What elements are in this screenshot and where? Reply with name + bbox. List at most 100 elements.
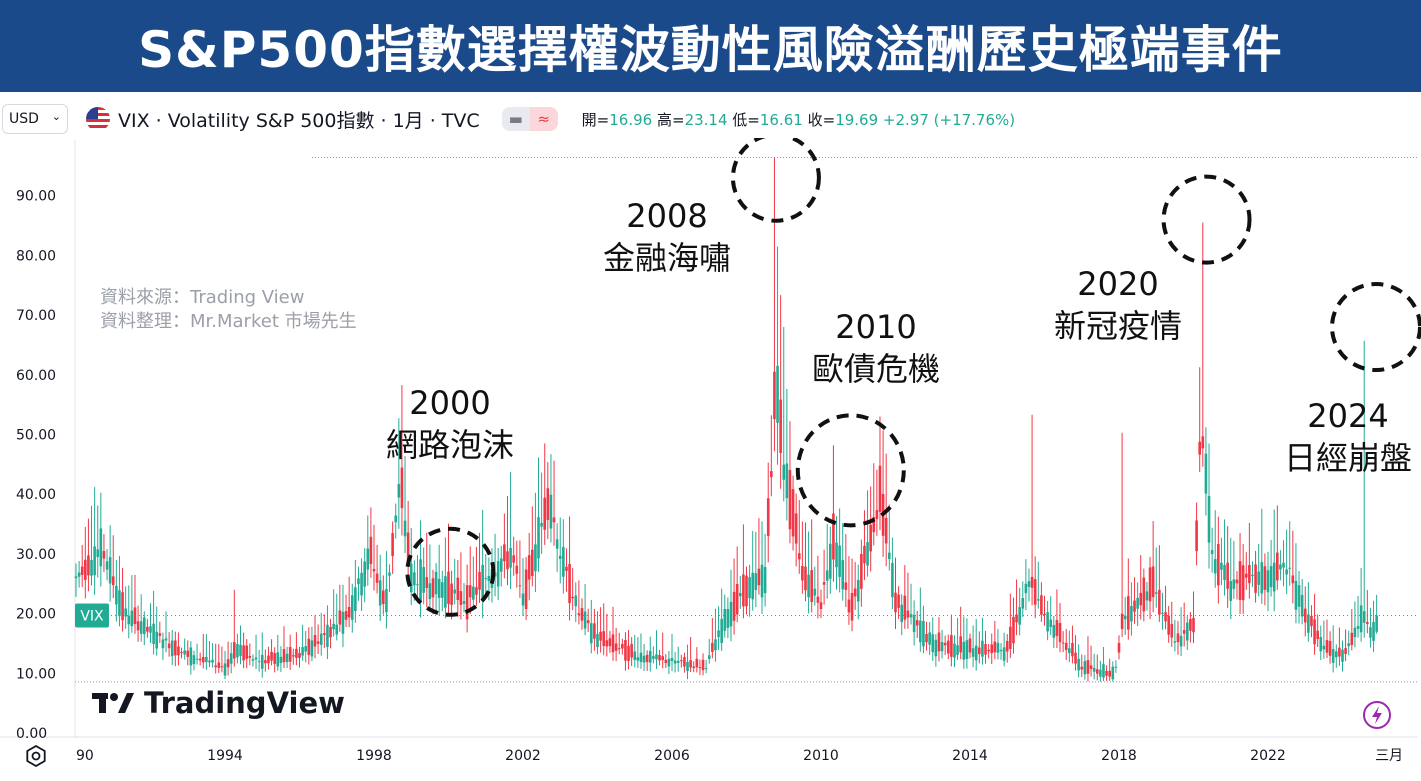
candle-body (180, 651, 183, 653)
candle-body (1344, 648, 1347, 654)
candle-body (1313, 619, 1316, 645)
candle-body (142, 617, 146, 635)
candle-body (552, 517, 556, 523)
gear-icon[interactable] (25, 744, 47, 771)
candle-body (1148, 567, 1152, 602)
candle-body (1257, 571, 1260, 585)
candle-body (906, 610, 910, 618)
candle-body (1136, 597, 1139, 609)
candle-body (788, 470, 792, 530)
candle-body (1297, 585, 1301, 607)
currency-select[interactable]: USD ⌄ (2, 104, 68, 134)
candle-body (267, 655, 270, 664)
candle-body (527, 555, 531, 580)
candle-body (1372, 621, 1375, 641)
candle-body (599, 631, 602, 641)
candle-body (279, 656, 283, 664)
candle-body (819, 602, 823, 609)
candle-body (1130, 606, 1133, 622)
x-tick-label: 三月 (1375, 748, 1403, 764)
candle-body (974, 645, 978, 661)
candle-body (369, 536, 373, 565)
candle-body (794, 513, 798, 544)
candle-body (167, 643, 171, 649)
candle-body (1120, 613, 1124, 630)
candle-body (133, 607, 137, 625)
candle-body (754, 573, 758, 591)
candle-body (108, 557, 112, 584)
candle-body (987, 649, 990, 652)
candle-body (509, 547, 512, 568)
candle-body (146, 626, 149, 632)
candle-body (518, 585, 522, 587)
candle-body (437, 578, 441, 598)
candle-body (251, 659, 255, 661)
candle-body (925, 633, 928, 643)
candle-body (915, 620, 919, 626)
candle-body (732, 591, 736, 621)
candle-body (304, 646, 308, 652)
candle-body (810, 570, 813, 603)
candle-body (1061, 642, 1065, 644)
candle-body (233, 642, 236, 659)
candle-body (1300, 594, 1304, 617)
candle-body (978, 647, 981, 655)
candle-body (816, 596, 820, 603)
candle-body (645, 654, 649, 663)
candle-body (99, 528, 103, 567)
candle-body (887, 552, 891, 560)
candle-body (192, 655, 196, 665)
candle-body (928, 632, 931, 645)
compare-toggle[interactable]: ▬ ≈ (501, 107, 558, 131)
x-tick-label: 2022 (1250, 748, 1286, 764)
candle-body (378, 580, 382, 606)
candle-body (711, 642, 714, 652)
candle-body (335, 624, 339, 635)
candle-body (667, 658, 671, 667)
candle-body (428, 583, 432, 600)
candle-body (1195, 520, 1198, 552)
candle-body (894, 592, 897, 613)
vix-candlestick-chart[interactable]: 0.00 10.00 20.00 30.00 40.00 50.00 60.00 70.00 8… (0, 138, 1421, 781)
symbol-description[interactable]: VIX · Volatility S&P 500指數 · 1月 · TVC (118, 109, 480, 132)
approx-icon[interactable]: ≈ (529, 107, 558, 131)
candle-body (1040, 595, 1043, 615)
brand-name: TradingView (144, 686, 345, 720)
candle-body (211, 659, 214, 663)
candle-body (475, 587, 478, 595)
candle-body (953, 643, 956, 658)
annotation-label: 網路泡沫 (386, 425, 515, 464)
candle-body (589, 623, 593, 644)
candle-body (499, 558, 503, 572)
candle-body (1362, 611, 1366, 623)
candle-body (472, 586, 475, 600)
candle-body (537, 517, 540, 559)
candle-body (540, 523, 543, 527)
candle-body (1322, 645, 1326, 650)
candle-body (614, 643, 618, 651)
minus-icon[interactable]: ▬ (501, 107, 530, 131)
candle-body (1114, 666, 1118, 668)
candle-body (1279, 564, 1282, 570)
candle-body (1338, 647, 1341, 657)
candle-body (205, 656, 208, 663)
candle-body (1108, 670, 1111, 677)
open-value: 16.96 (609, 110, 653, 129)
candle-body (1105, 671, 1108, 676)
event-highlight-circle (1161, 174, 1252, 265)
candle-body (1294, 580, 1298, 610)
candle-body (946, 640, 950, 654)
candle-body (735, 584, 739, 615)
candle-body (971, 648, 975, 657)
candle-body (273, 653, 276, 664)
candle-body (326, 624, 329, 647)
candle-body (260, 654, 264, 669)
candle-body (1375, 615, 1378, 632)
candle-body (1207, 495, 1211, 543)
candle-body (198, 658, 202, 661)
candle-body (940, 642, 944, 652)
lightning-icon[interactable] (1362, 700, 1392, 734)
candle-body (220, 666, 224, 668)
candle-body (884, 517, 888, 544)
candle-body (670, 658, 674, 662)
